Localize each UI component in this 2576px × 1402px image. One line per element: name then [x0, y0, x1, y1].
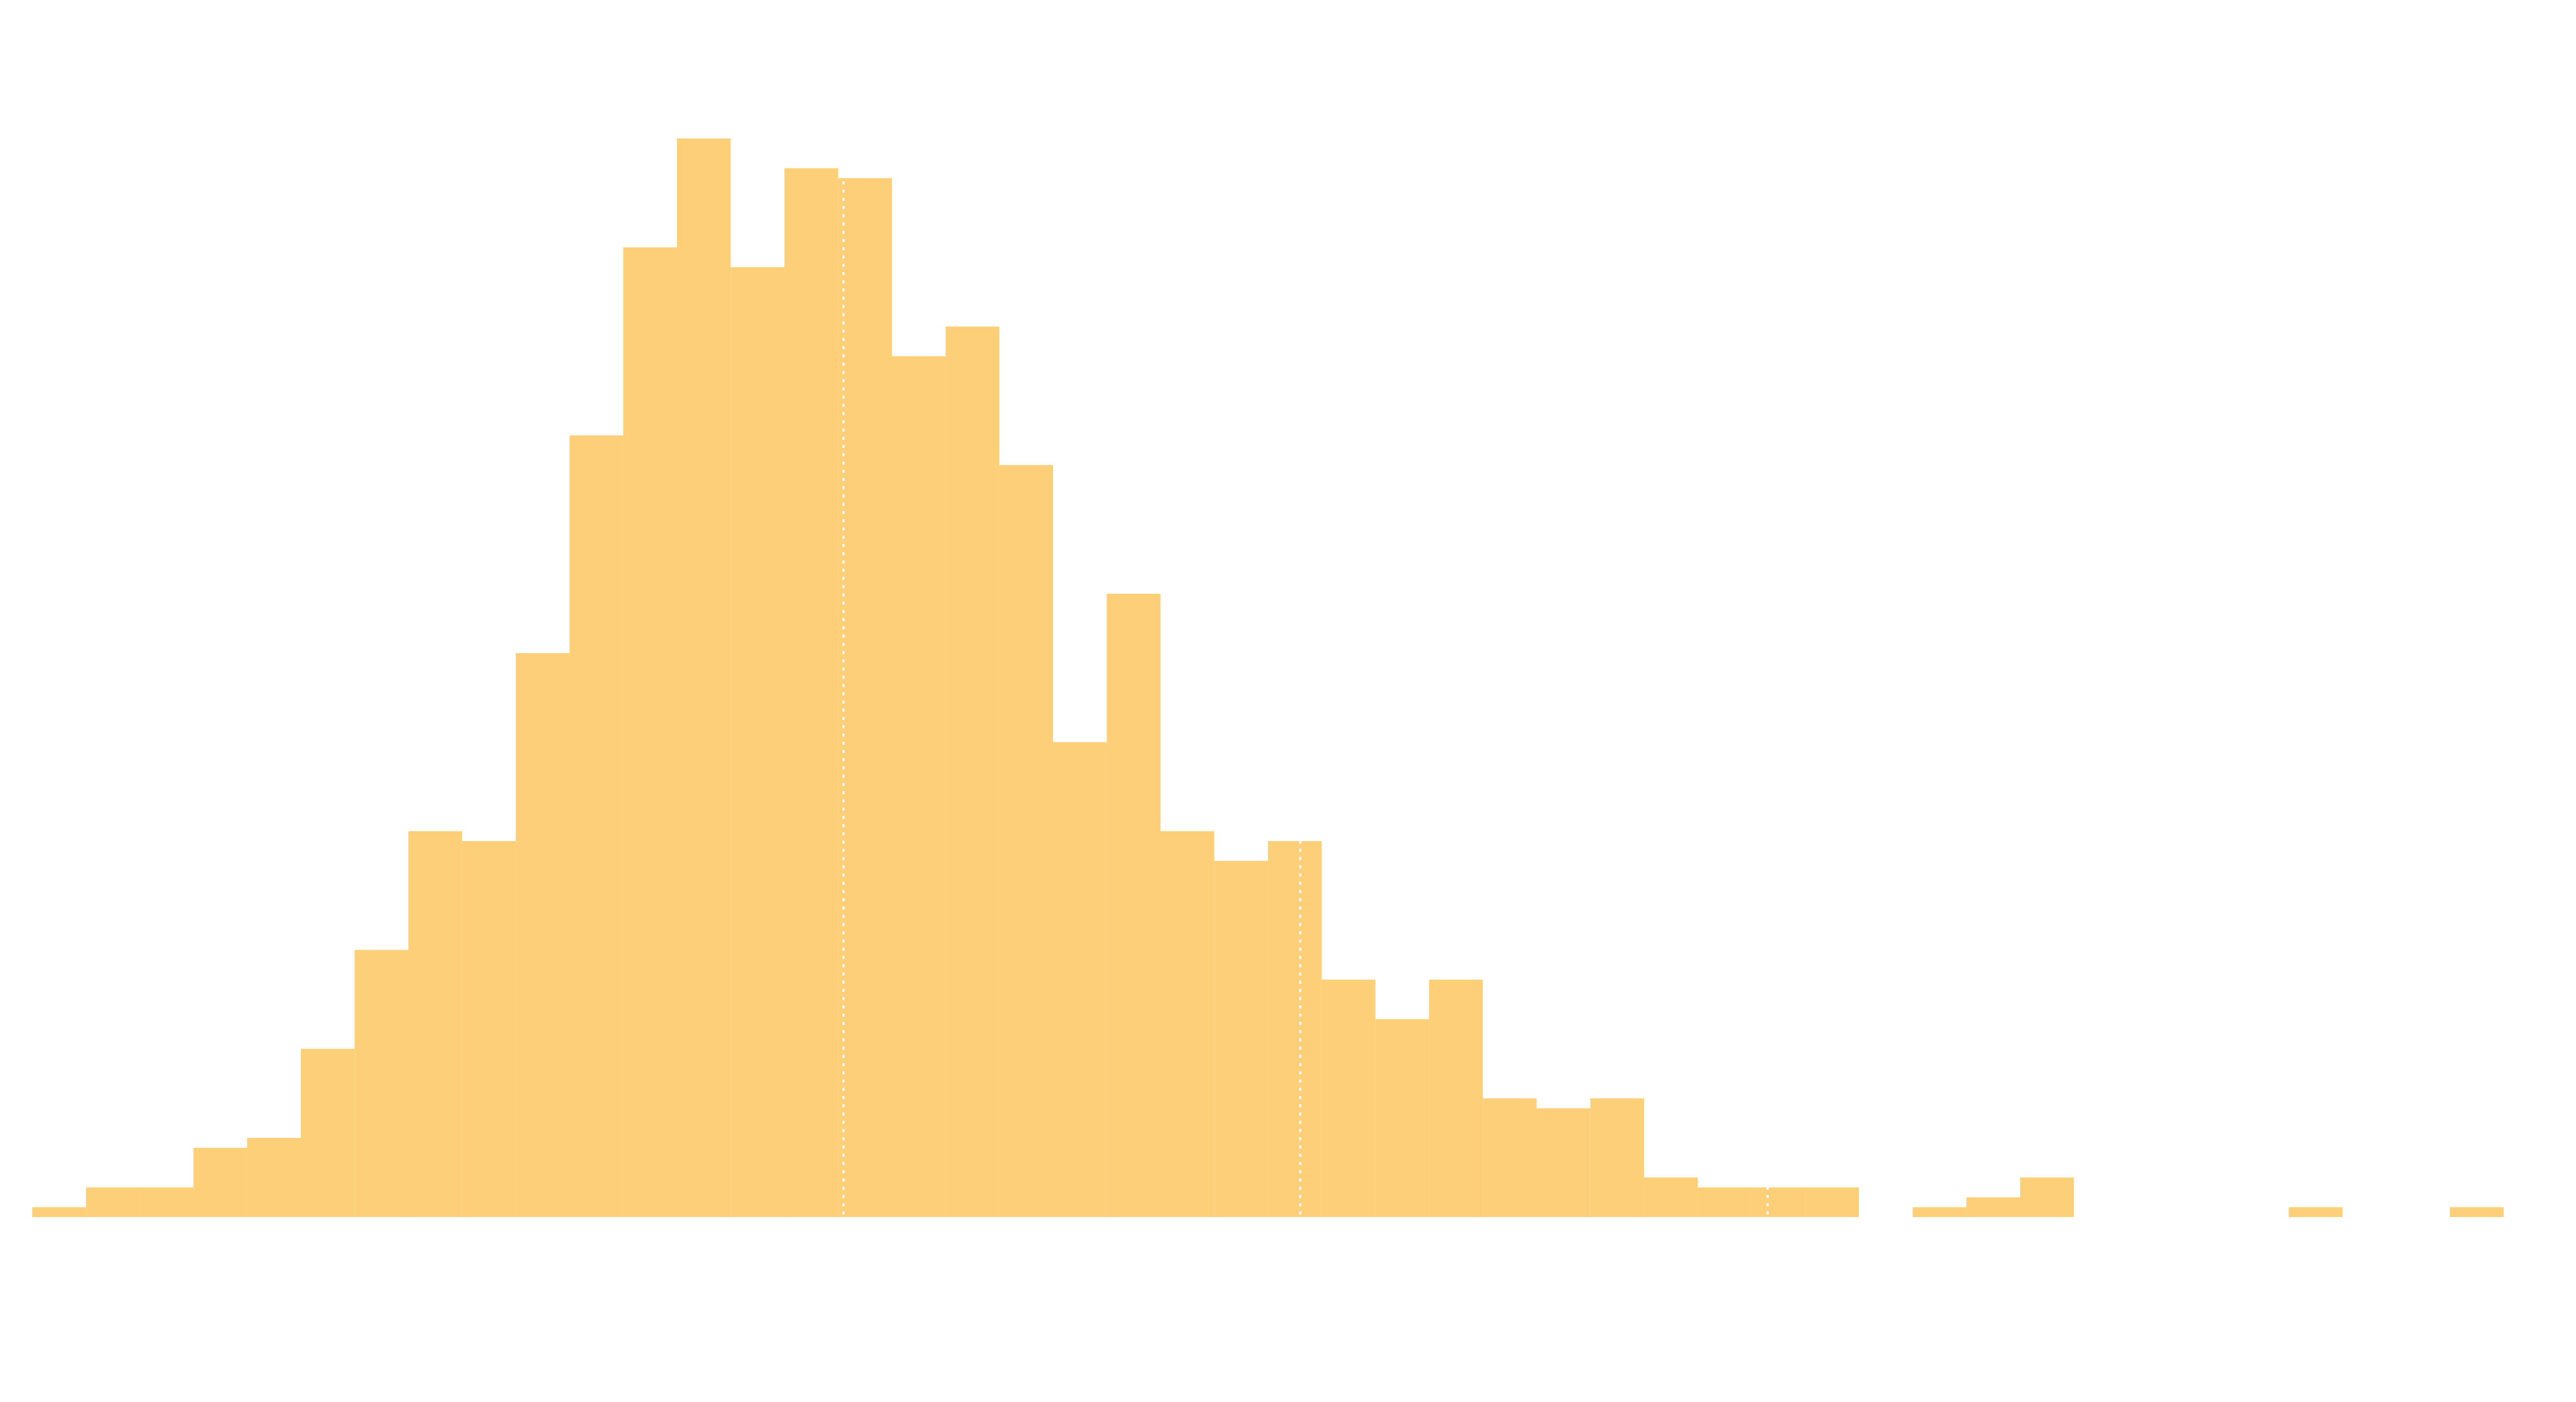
bar	[1268, 841, 1322, 1217]
bar	[1107, 593, 1161, 1217]
bar	[623, 247, 677, 1217]
bar	[892, 356, 946, 1217]
bar	[1536, 1108, 1590, 1217]
bar	[2020, 1177, 2074, 1217]
bar	[1053, 742, 1107, 1217]
bar	[300, 1049, 355, 1217]
bar	[784, 168, 838, 1217]
bar	[354, 950, 409, 1217]
bar	[1160, 831, 1214, 1217]
bar	[1321, 979, 1376, 1217]
bar	[676, 138, 731, 1217]
bar	[945, 326, 999, 1217]
bar	[1912, 1207, 1967, 1217]
bar	[86, 1187, 140, 1217]
bar	[1429, 979, 1483, 1217]
bar	[1375, 1019, 1429, 1217]
bar	[1805, 1187, 1859, 1217]
bar	[1751, 1187, 1805, 1217]
bar	[2289, 1207, 2343, 1217]
bar	[1966, 1197, 2021, 1217]
bar	[731, 267, 785, 1218]
bar	[32, 1207, 86, 1217]
bar	[1590, 1098, 1645, 1217]
bar	[1698, 1187, 1752, 1217]
bar	[408, 831, 462, 1217]
bar	[140, 1187, 194, 1217]
bar	[1214, 861, 1268, 1217]
bar	[1483, 1098, 1537, 1217]
bar	[838, 178, 892, 1217]
bar	[569, 435, 623, 1218]
bar	[2450, 1207, 2504, 1217]
bar	[516, 653, 570, 1217]
bar	[999, 465, 1053, 1217]
bar	[247, 1138, 301, 1217]
bar	[462, 841, 516, 1217]
bar	[1644, 1177, 1698, 1217]
bar	[193, 1148, 247, 1217]
